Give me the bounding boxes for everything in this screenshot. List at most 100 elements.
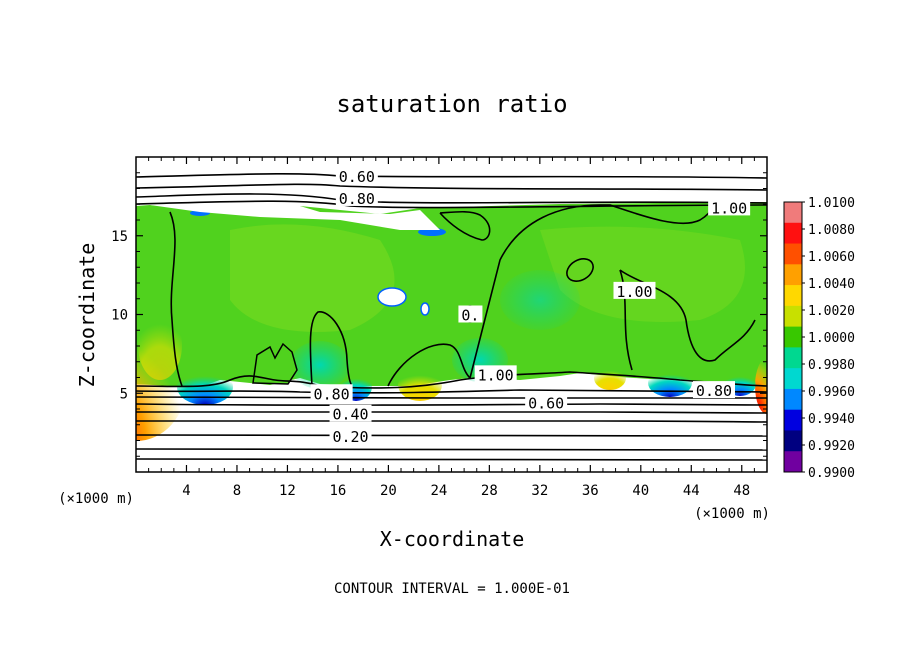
- y-tick-label: 10: [111, 308, 128, 324]
- contour-line-top-4: [136, 200, 767, 209]
- colorbar-label: 1.0080: [808, 223, 855, 238]
- y-tick-label: 5: [120, 386, 128, 402]
- contour-line-left-edge: [169, 211, 183, 387]
- colorbar-label: 0.9980: [808, 358, 855, 373]
- contour-line-lobe-2: [387, 343, 471, 387]
- contour-line-surface-1: [136, 371, 767, 389]
- colorbar-swatch: [784, 326, 802, 348]
- colorbar-label: 0.9900: [808, 466, 855, 481]
- colorbar-swatch: [784, 222, 802, 245]
- contour-label: 1.00: [478, 366, 514, 384]
- y-axis-title: Z-coordinate: [75, 243, 99, 388]
- x-tick-label: 32: [531, 483, 548, 499]
- contour-label-bg: [335, 188, 378, 206]
- colorbar-swatch: [784, 451, 802, 473]
- colorbar-label: 1.0020: [808, 304, 855, 319]
- white-hole-1: [377, 287, 407, 307]
- contour-line-surface-2: [136, 389, 767, 394]
- contour-line-top-loop: [439, 210, 491, 241]
- contour-label: 0.60: [339, 168, 375, 186]
- blue-patch-1: [177, 369, 233, 405]
- colorbar-swatch: [784, 388, 802, 411]
- contour-label: 1.00: [711, 199, 747, 217]
- x-tick-label: 40: [632, 483, 649, 499]
- contour-line-mid-1: [136, 403, 767, 406]
- x-tick-label: 20: [380, 483, 397, 499]
- white-top-band: [150, 205, 440, 230]
- contour-line-mid-3: [136, 420, 767, 423]
- contour-line-low-1: [136, 433, 767, 437]
- cyan-patch-3: [500, 270, 580, 330]
- colorbar-swatch: [784, 285, 802, 307]
- y-axis-unit: (×1000 m): [58, 491, 134, 507]
- contour-label: 1.00: [616, 283, 652, 301]
- yellow-patch-1: [398, 369, 442, 401]
- colorbar-label: 1.0100: [808, 196, 855, 211]
- x-tick-label: 48: [733, 483, 750, 499]
- contour-line-top-2: [136, 183, 767, 191]
- yellow-patch-3: [138, 310, 182, 380]
- cyan-patch-1: [290, 341, 350, 389]
- colorbar: 1.0100 1.0080 1.0060 1.0040 1.0020 1.0000 0.99…: [783, 196, 855, 481]
- colorbar-label: 0.9960: [808, 385, 855, 400]
- colorbar-swatch: [784, 368, 802, 390]
- colorbar-swatch: [784, 430, 802, 452]
- contour-label: 0.: [461, 307, 479, 325]
- contour-label: 0.40: [332, 406, 368, 424]
- colorbar-label: 0.9920: [808, 439, 855, 454]
- colorbar-swatch: [784, 243, 802, 265]
- contour-label-bg: [310, 384, 353, 402]
- colorbar-label: 1.0060: [808, 250, 855, 265]
- green-island: [252, 342, 298, 385]
- contour-line-top-1: [136, 172, 767, 179]
- blue-patch-3: [648, 369, 692, 397]
- colorbar-swatch: [784, 264, 802, 286]
- contour-line-low-2: [136, 447, 767, 451]
- x-axis-title: X-coordinate: [380, 527, 525, 551]
- field-lighter-patch: [230, 224, 395, 332]
- contour-label: 0.60: [528, 395, 564, 413]
- contour-interval-note: CONTOUR INTERVAL = 1.000E-01: [334, 581, 570, 597]
- contour-label-bg: [458, 305, 483, 323]
- colorbar-swatch: [784, 305, 802, 328]
- contour-labels: 0.60 0.80 1.00 1.00 1.00 0.80 0.80 0.60 0.40 0.20…: [310, 166, 751, 446]
- x-tick-label: 28: [481, 483, 498, 499]
- contour-label-bg: [329, 426, 372, 444]
- colorbar-swatch: [784, 347, 802, 369]
- contour-lines: [136, 172, 767, 461]
- contour-line-small-loop-1: [566, 258, 594, 282]
- colorbar-label: 1.0000: [808, 331, 855, 346]
- contour-label-bg: [329, 404, 372, 422]
- chart-title: saturation ratio: [336, 90, 567, 118]
- yellow-patch-2: [594, 366, 626, 390]
- y-tick-label: 15: [111, 229, 128, 245]
- x-tick-label: 4: [182, 483, 190, 499]
- x-tick-label: 24: [430, 483, 447, 499]
- contour-line-mid-2: [136, 411, 767, 414]
- contour-label-bg: [525, 393, 568, 411]
- colorbar-label: 0.9940: [808, 412, 855, 427]
- contour-label: 0.20: [332, 428, 368, 446]
- contour-line-lobe-1: [309, 311, 353, 387]
- contour-label-bg: [692, 381, 735, 399]
- contour-label: 0.80: [314, 385, 350, 403]
- colorbar-swatch: [784, 409, 802, 431]
- x-tick-label: 8: [233, 483, 241, 499]
- x-tick-label: 36: [582, 483, 599, 499]
- x-tick-label: 16: [329, 483, 346, 499]
- contour-label-bg: [708, 198, 751, 216]
- contour-line-surface-3: [136, 396, 767, 399]
- x-tick-label: 12: [279, 483, 296, 499]
- contour-line-low-3: [136, 458, 767, 461]
- contour-label-bg: [613, 281, 656, 299]
- white-hole-2: [420, 302, 430, 316]
- contour-label-bg: [335, 166, 378, 184]
- colorbar-label: 1.0040: [808, 277, 855, 292]
- contour-label-bg: [474, 365, 517, 383]
- contour-label: 0.80: [696, 382, 732, 400]
- colorbar-swatch: [784, 202, 802, 224]
- x-tick-label: 44: [683, 483, 700, 499]
- field-lighter-patch-2: [540, 226, 745, 322]
